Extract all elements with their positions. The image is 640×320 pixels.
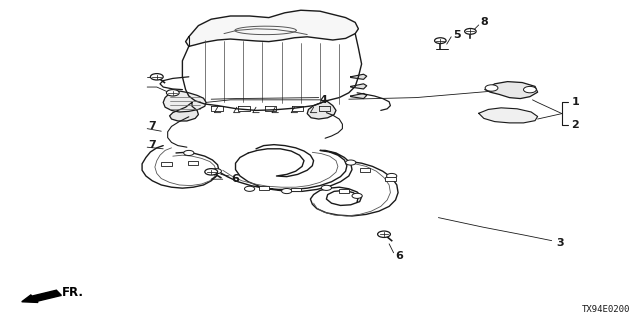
Text: FR.: FR. bbox=[61, 286, 83, 299]
Circle shape bbox=[435, 38, 446, 44]
Polygon shape bbox=[186, 10, 358, 46]
Text: 4: 4 bbox=[320, 95, 328, 105]
Circle shape bbox=[465, 28, 476, 34]
Bar bbox=[385, 177, 396, 181]
Polygon shape bbox=[163, 91, 206, 112]
Circle shape bbox=[244, 186, 255, 191]
Polygon shape bbox=[479, 108, 538, 123]
Text: TX94E0200: TX94E0200 bbox=[582, 305, 630, 314]
Circle shape bbox=[205, 169, 218, 175]
Polygon shape bbox=[351, 84, 367, 89]
Text: 6: 6 bbox=[232, 173, 239, 184]
Circle shape bbox=[485, 85, 498, 91]
Text: 6: 6 bbox=[396, 251, 403, 261]
Text: 5: 5 bbox=[453, 29, 461, 40]
Polygon shape bbox=[485, 82, 538, 99]
Polygon shape bbox=[351, 74, 367, 79]
Bar bbox=[339, 189, 349, 193]
Circle shape bbox=[282, 188, 292, 194]
Text: 1: 1 bbox=[572, 97, 579, 108]
Text: 8: 8 bbox=[480, 17, 488, 28]
Circle shape bbox=[211, 169, 221, 174]
Text: 7: 7 bbox=[148, 140, 156, 150]
Circle shape bbox=[524, 86, 536, 93]
Bar bbox=[259, 186, 269, 190]
Circle shape bbox=[352, 193, 362, 198]
Circle shape bbox=[321, 185, 332, 190]
Circle shape bbox=[346, 160, 356, 165]
Circle shape bbox=[378, 231, 390, 237]
Bar bbox=[161, 162, 172, 166]
Polygon shape bbox=[351, 93, 367, 99]
Bar bbox=[188, 161, 198, 165]
Text: 2: 2 bbox=[572, 120, 579, 131]
Text: 7: 7 bbox=[148, 121, 156, 132]
FancyArrow shape bbox=[22, 290, 61, 302]
Circle shape bbox=[150, 74, 163, 80]
Polygon shape bbox=[307, 101, 336, 119]
Circle shape bbox=[184, 150, 194, 156]
Circle shape bbox=[166, 90, 179, 96]
Text: 3: 3 bbox=[557, 238, 564, 248]
Polygon shape bbox=[170, 102, 198, 121]
Bar bbox=[360, 168, 370, 172]
Bar bbox=[291, 188, 301, 191]
Circle shape bbox=[387, 173, 397, 179]
